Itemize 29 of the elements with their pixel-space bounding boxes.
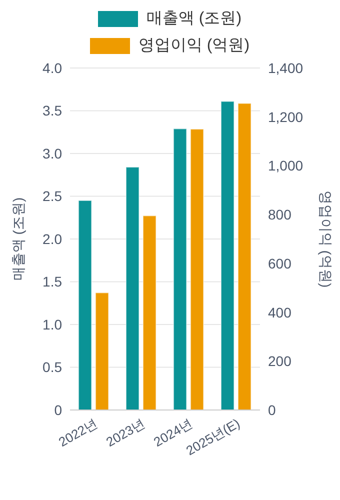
bar [173,128,188,410]
y-tick-label: 2.0 [42,230,62,247]
y2-tick-label: 400 [268,304,292,320]
y2-tick-label: 1,200 [268,108,304,125]
y2-tick-label: 1,400 [268,60,304,76]
y2-tick-label: 800 [268,206,292,223]
bar [220,100,235,410]
y-tick-label: 3.5 [42,102,62,119]
bar [190,128,204,410]
y-tick-label: 2.5 [42,188,62,204]
y-tick-label: 0.5 [42,359,62,376]
bar [126,166,140,410]
bar [95,292,110,410]
y-tick-label: 1.0 [42,316,62,332]
y-axis-title: 매출액 (조원) [10,197,26,281]
bar [78,200,92,410]
y2-tick-label: 200 [268,353,292,370]
y-tick-label: 3.0 [42,145,62,162]
legend-label: 영업이익 (억원) [138,36,250,56]
bar [238,102,252,410]
y-tick-label: 0 [54,402,62,418]
y2-tick-label: 600 [268,255,292,272]
y2-axis-title: 영업이익 (억원) [318,190,334,288]
y-tick-label: 4.0 [42,60,62,76]
bar [142,215,157,410]
y2-tick-label: 0 [268,402,276,418]
legend-label: 매출액 (조원) [146,9,242,29]
y-tick-label: 1.5 [42,274,62,290]
y2-tick-label: 1,000 [268,158,304,174]
